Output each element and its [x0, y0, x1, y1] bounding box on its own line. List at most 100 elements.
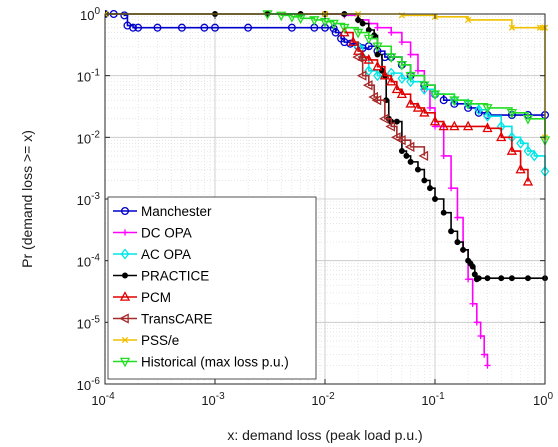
- tick-exponent: -1: [436, 391, 445, 402]
- series-line: [358, 56, 426, 156]
- data-point: [524, 275, 531, 282]
- x-tick-label: 10-1: [421, 391, 445, 408]
- series-historical-max-loss-p-u: [262, 10, 551, 147]
- data-point: [449, 96, 460, 107]
- data-point: [372, 42, 383, 53]
- legend-entry: Historical (max loss p.u.): [113, 355, 289, 370]
- series-line: [267, 13, 546, 141]
- tick-base: 10: [421, 393, 435, 408]
- axes: [104, 13, 546, 385]
- data-point: [129, 23, 138, 32]
- data-point: [404, 141, 415, 153]
- data-point: [432, 196, 438, 202]
- data-point: [121, 336, 129, 344]
- tick-labels: 10-4 10-3 10-2 10-1 10010010-110-210-310-410…: [77, 6, 554, 408]
- data-point: [331, 28, 340, 37]
- data-point: [339, 26, 350, 37]
- data-point: [412, 102, 424, 112]
- series-transcare: [352, 51, 429, 162]
- data-point: [119, 313, 129, 324]
- data-point: [529, 150, 539, 162]
- legend-label: PSS/e: [141, 333, 179, 348]
- data-point: [328, 19, 339, 30]
- data-point: [462, 120, 474, 131]
- data-point: [329, 24, 338, 33]
- tick-exponent: 0: [547, 391, 553, 402]
- data-point: [346, 39, 355, 48]
- data-point: [471, 271, 478, 278]
- data-point: [403, 152, 410, 159]
- legend-entry: Manchester: [113, 204, 212, 219]
- data-point: [153, 23, 162, 32]
- legend-entry: PRACTICE: [113, 269, 209, 284]
- data-point: [414, 67, 422, 74]
- data-point: [398, 38, 406, 46]
- data-point: [295, 14, 306, 25]
- y-tick-label: 10-2: [77, 129, 101, 146]
- data-point: [356, 70, 367, 81]
- data-point: [407, 51, 414, 58]
- legend-entry: AC OPA: [113, 247, 191, 262]
- data-point: [177, 23, 186, 32]
- data-point: [390, 132, 401, 143]
- y-tick-label: 10-5: [77, 314, 101, 331]
- data-point: [439, 96, 448, 105]
- data-point: [460, 246, 467, 253]
- tick-base: 10: [533, 393, 547, 408]
- data-point: [359, 20, 366, 27]
- data-point: [105, 10, 109, 18]
- data-point: [121, 229, 129, 236]
- data-point: [119, 357, 131, 368]
- data-point: [405, 71, 416, 82]
- legend-label: DC OPA: [141, 226, 192, 241]
- data-point: [320, 23, 330, 32]
- tick-exponent: -4: [91, 253, 100, 264]
- data-point: [386, 53, 397, 63]
- data-point: [426, 104, 434, 112]
- data-point: [374, 24, 381, 31]
- data-point: [539, 24, 546, 31]
- legend-label: AC OPA: [141, 247, 191, 262]
- y-tick-label: 10-6: [77, 376, 101, 393]
- data-point: [522, 114, 534, 125]
- legend-label: Historical (max loss p.u.): [141, 355, 289, 370]
- data-point: [371, 95, 382, 106]
- tick-base: 10: [80, 8, 94, 23]
- data-point: [347, 36, 359, 46]
- data-point: [365, 27, 372, 33]
- tick-exponent: -4: [106, 391, 115, 402]
- tick-base: 10: [77, 378, 91, 393]
- data-point: [396, 61, 408, 71]
- data-point: [368, 91, 378, 103]
- legend-label: PCM: [141, 290, 171, 305]
- legend-entry: PSS/e: [113, 333, 179, 348]
- legend-entry: PCM: [113, 290, 171, 305]
- data-point: [418, 150, 429, 162]
- data-point: [309, 16, 320, 26]
- data-point: [352, 28, 364, 39]
- data-point: [447, 184, 455, 192]
- tick-exponent: -3: [91, 191, 100, 202]
- data-point: [355, 17, 362, 23]
- y-tick-label: 10-4: [77, 253, 101, 270]
- data-point: [483, 110, 492, 122]
- legend-label: TransCARE: [141, 312, 213, 327]
- data-point: [473, 319, 480, 326]
- data-point: [373, 70, 382, 82]
- data-point: [134, 23, 143, 32]
- data-point: [523, 145, 533, 157]
- x-tick-label: 10-2: [311, 391, 335, 408]
- data-point: [120, 11, 129, 20]
- data-point: [398, 148, 405, 154]
- data-point: [477, 332, 484, 340]
- data-point: [419, 81, 430, 92]
- data-point: [484, 362, 491, 369]
- y-tick-label: 10-3: [77, 191, 101, 208]
- data-point: [481, 351, 488, 358]
- data-point: [352, 51, 362, 63]
- data-point: [469, 263, 476, 270]
- data-point: [426, 185, 433, 192]
- series-line: [325, 13, 489, 366]
- data-point: [262, 10, 273, 20]
